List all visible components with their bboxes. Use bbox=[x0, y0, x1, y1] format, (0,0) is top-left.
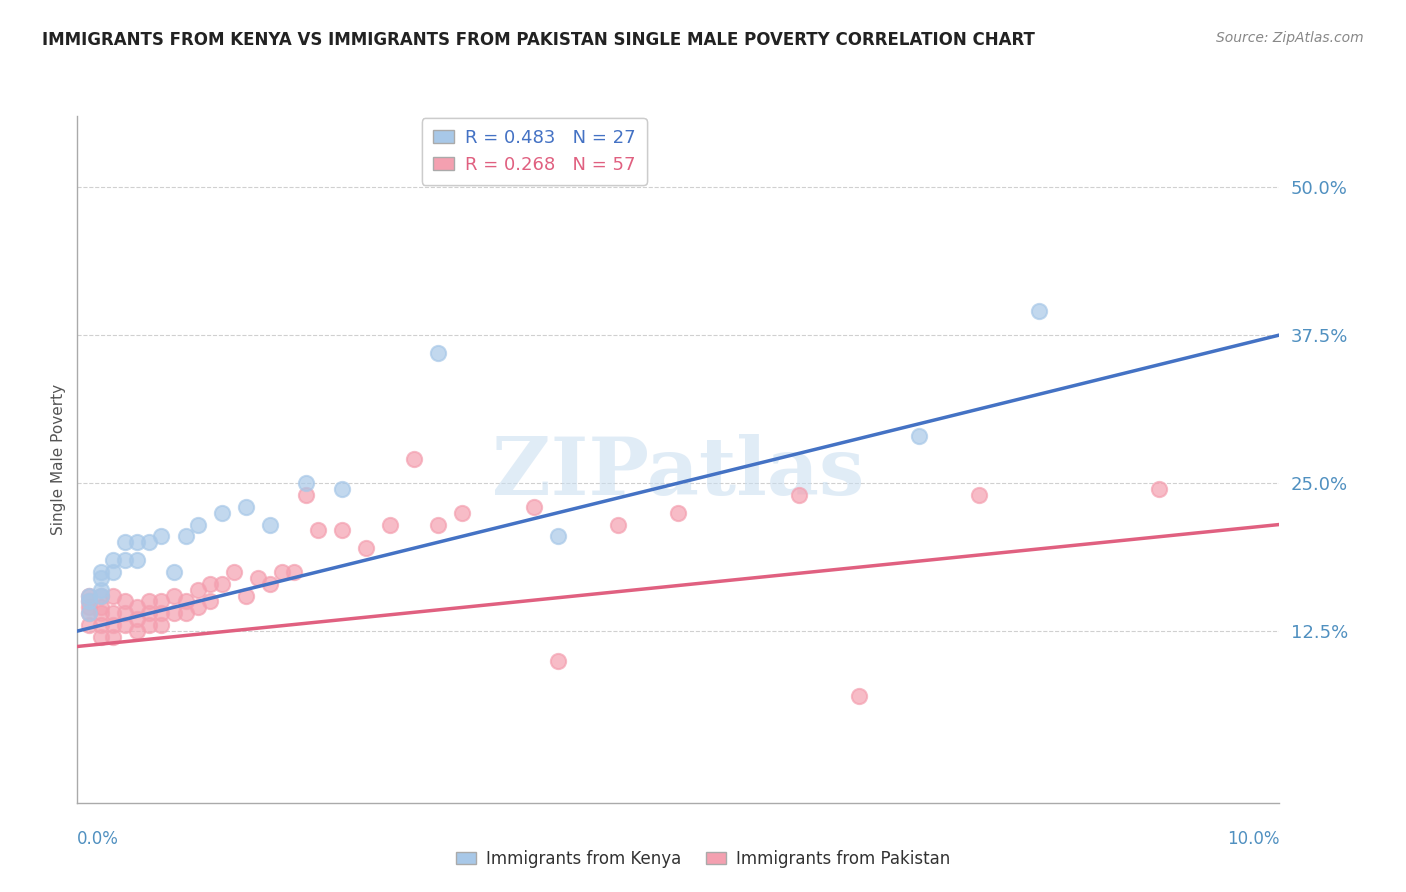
Point bbox=[150, 618, 173, 632]
Point bbox=[114, 607, 136, 621]
Point bbox=[127, 600, 149, 615]
Point bbox=[270, 565, 292, 579]
Point bbox=[114, 594, 136, 608]
Point bbox=[330, 524, 353, 538]
Point bbox=[187, 600, 209, 615]
Point bbox=[246, 571, 269, 585]
Point bbox=[908, 428, 931, 442]
Point bbox=[90, 571, 112, 585]
Point bbox=[787, 488, 810, 502]
Point bbox=[294, 488, 316, 502]
Text: Source: ZipAtlas.com: Source: ZipAtlas.com bbox=[1216, 31, 1364, 45]
Point bbox=[235, 500, 257, 514]
Point bbox=[354, 541, 377, 556]
Point bbox=[294, 476, 316, 491]
Point bbox=[523, 500, 546, 514]
Point bbox=[90, 589, 112, 603]
Point bbox=[79, 607, 101, 621]
Point bbox=[138, 535, 160, 549]
Point bbox=[114, 535, 136, 549]
Point bbox=[150, 529, 173, 543]
Point bbox=[127, 553, 149, 567]
Point bbox=[162, 607, 184, 621]
Point bbox=[451, 506, 474, 520]
Point bbox=[79, 589, 101, 603]
Point bbox=[174, 529, 197, 543]
Y-axis label: Single Male Poverty: Single Male Poverty bbox=[51, 384, 66, 535]
Text: ZIPatlas: ZIPatlas bbox=[492, 434, 865, 512]
Text: 10.0%: 10.0% bbox=[1227, 830, 1279, 847]
Point bbox=[668, 506, 690, 520]
Point bbox=[259, 576, 281, 591]
Point bbox=[90, 589, 112, 603]
Point bbox=[162, 565, 184, 579]
Point bbox=[1028, 304, 1050, 318]
Point bbox=[103, 607, 125, 621]
Point bbox=[90, 565, 112, 579]
Point bbox=[848, 690, 870, 704]
Point bbox=[79, 600, 101, 615]
Point bbox=[378, 517, 401, 532]
Point bbox=[427, 517, 450, 532]
Point bbox=[114, 553, 136, 567]
Point bbox=[211, 506, 233, 520]
Point bbox=[259, 517, 281, 532]
Point bbox=[187, 582, 209, 597]
Point bbox=[427, 346, 450, 360]
Point bbox=[127, 535, 149, 549]
Point bbox=[127, 624, 149, 639]
Point bbox=[103, 565, 125, 579]
Point bbox=[967, 488, 990, 502]
Point bbox=[174, 607, 197, 621]
Point bbox=[1149, 482, 1171, 496]
Text: 0.0%: 0.0% bbox=[77, 830, 120, 847]
Point bbox=[90, 600, 112, 615]
Point bbox=[90, 618, 112, 632]
Point bbox=[307, 524, 329, 538]
Point bbox=[103, 630, 125, 644]
Point bbox=[283, 565, 305, 579]
Point bbox=[162, 589, 184, 603]
Point bbox=[114, 618, 136, 632]
Point bbox=[150, 607, 173, 621]
Point bbox=[90, 582, 112, 597]
Point bbox=[150, 594, 173, 608]
Point bbox=[103, 553, 125, 567]
Point bbox=[127, 612, 149, 626]
Point bbox=[79, 594, 101, 608]
Point bbox=[211, 576, 233, 591]
Point bbox=[138, 594, 160, 608]
Point bbox=[222, 565, 245, 579]
Point bbox=[402, 452, 425, 467]
Point bbox=[330, 482, 353, 496]
Point bbox=[187, 517, 209, 532]
Point bbox=[90, 607, 112, 621]
Point bbox=[103, 618, 125, 632]
Point bbox=[547, 529, 569, 543]
Point bbox=[198, 594, 221, 608]
Point bbox=[103, 589, 125, 603]
Point bbox=[90, 630, 112, 644]
Text: IMMIGRANTS FROM KENYA VS IMMIGRANTS FROM PAKISTAN SINGLE MALE POVERTY CORRELATIO: IMMIGRANTS FROM KENYA VS IMMIGRANTS FROM… bbox=[42, 31, 1035, 49]
Point bbox=[138, 618, 160, 632]
Point bbox=[79, 607, 101, 621]
Legend: Immigrants from Kenya, Immigrants from Pakistan: Immigrants from Kenya, Immigrants from P… bbox=[449, 844, 957, 875]
Point bbox=[79, 589, 101, 603]
Point bbox=[607, 517, 630, 532]
Point bbox=[198, 576, 221, 591]
Point bbox=[79, 618, 101, 632]
Point bbox=[174, 594, 197, 608]
Legend: R = 0.483   N = 27, R = 0.268   N = 57: R = 0.483 N = 27, R = 0.268 N = 57 bbox=[422, 118, 647, 185]
Point bbox=[138, 607, 160, 621]
Point bbox=[235, 589, 257, 603]
Point bbox=[547, 654, 569, 668]
Point bbox=[79, 594, 101, 608]
